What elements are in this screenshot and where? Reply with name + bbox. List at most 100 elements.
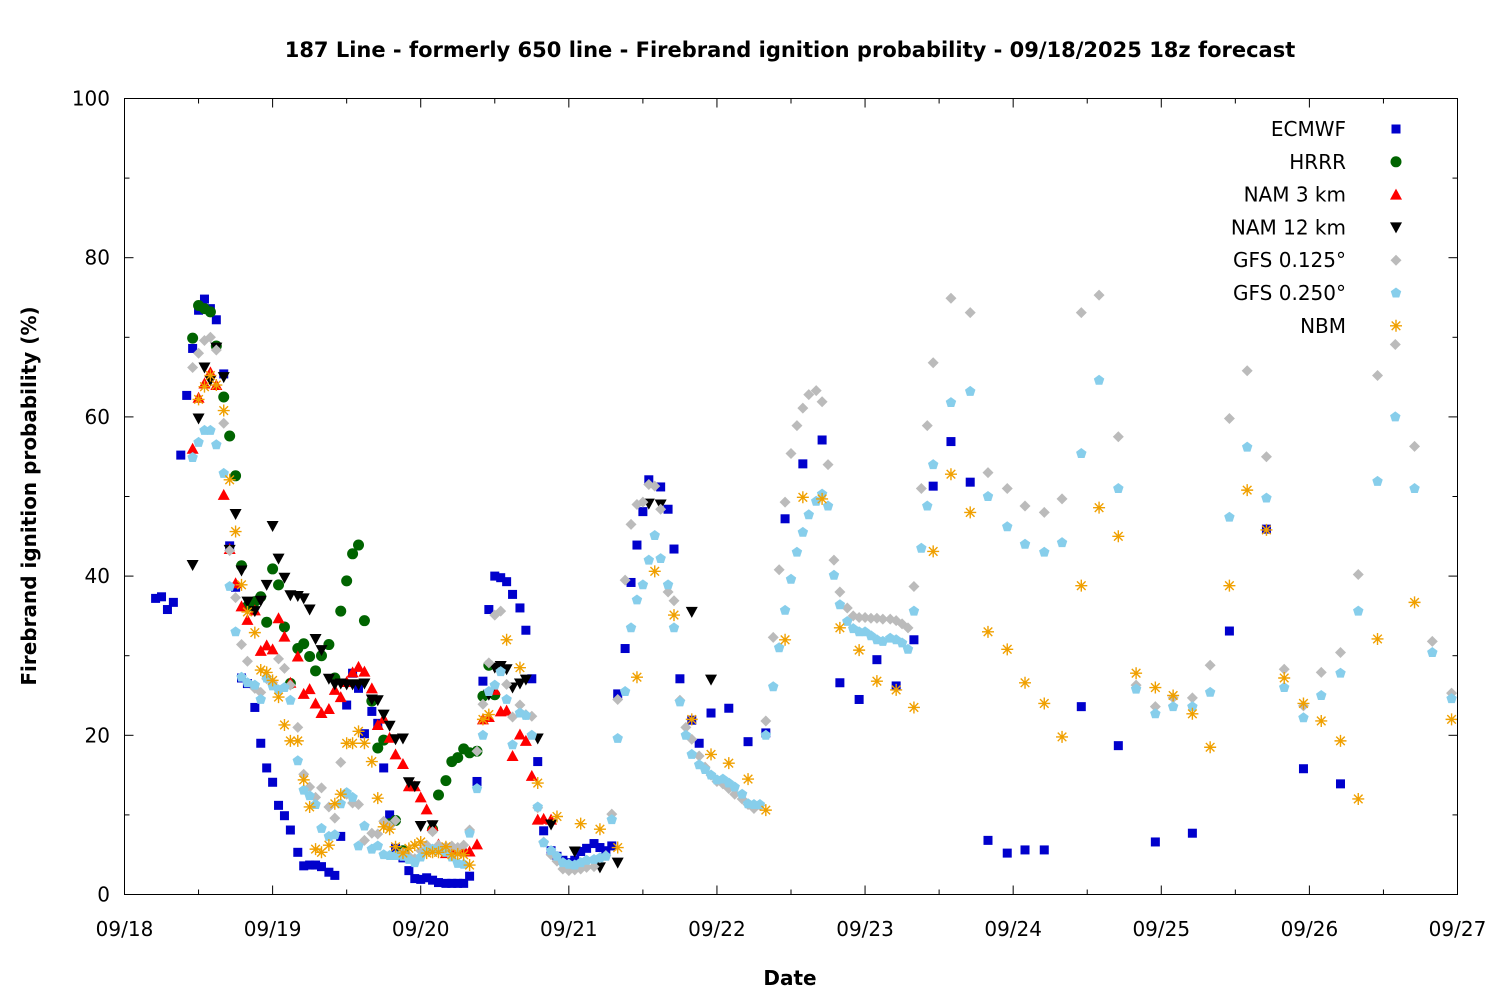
data-point	[637, 496, 649, 508]
data-point	[193, 436, 204, 447]
data-point	[1113, 483, 1124, 493]
data-point	[648, 565, 661, 578]
legend-marker	[1390, 254, 1402, 266]
data-point	[1093, 374, 1105, 385]
data-point	[211, 439, 222, 450]
data-point	[365, 755, 378, 768]
data-point	[854, 694, 864, 704]
data-point	[908, 605, 920, 616]
legend-label: NAM 3 km	[1244, 183, 1346, 207]
data-point	[372, 742, 384, 754]
data-point	[1039, 546, 1050, 557]
data-point	[484, 605, 494, 615]
data-point	[1204, 741, 1217, 754]
data-point	[736, 788, 748, 799]
data-point	[668, 595, 680, 607]
data-point	[828, 554, 840, 566]
data-point	[383, 823, 396, 836]
data-point	[500, 633, 513, 646]
y-tick-label: 100	[72, 87, 110, 111]
data-point	[353, 840, 364, 851]
data-point	[273, 653, 285, 665]
data-point	[1352, 792, 1365, 805]
data-point	[278, 572, 291, 584]
data-point	[241, 596, 254, 608]
data-point	[589, 839, 599, 849]
data-point	[667, 609, 680, 622]
data-point	[447, 878, 457, 888]
data-point	[193, 347, 205, 359]
data-point	[927, 545, 940, 558]
data-point	[1426, 635, 1438, 647]
data-point	[371, 718, 384, 730]
data-point	[198, 362, 211, 374]
data-point	[336, 831, 346, 841]
legend-label: NAM 12 km	[1231, 215, 1346, 239]
data-point	[1187, 701, 1198, 712]
data-point	[285, 694, 296, 705]
data-point	[582, 843, 592, 853]
data-point	[309, 843, 322, 856]
data-point	[459, 878, 469, 888]
data-point	[1187, 828, 1197, 838]
data-point	[527, 674, 537, 684]
data-point	[416, 874, 426, 884]
data-point	[293, 847, 303, 857]
legend: ECMWF HRRR NAM 3 km NAM 12 km GFS 0.125° GFS …	[1231, 117, 1402, 338]
data-point	[1372, 370, 1384, 382]
data-point	[1260, 451, 1272, 463]
data-point	[304, 790, 315, 801]
data-point	[346, 737, 359, 750]
data-point	[729, 781, 740, 792]
data-point	[515, 603, 525, 613]
data-point	[1241, 365, 1253, 377]
data-point	[305, 860, 315, 870]
data-point	[791, 420, 803, 432]
data-point	[656, 482, 666, 492]
data-point	[335, 605, 347, 617]
data-point	[422, 873, 432, 883]
data-point	[1409, 483, 1420, 493]
data-point	[1371, 632, 1384, 645]
data-point	[432, 846, 445, 859]
data-point	[625, 518, 637, 530]
data-point	[489, 679, 501, 690]
data-point	[440, 775, 452, 787]
data-point	[465, 871, 475, 881]
data-point	[439, 840, 452, 853]
data-point	[1445, 713, 1458, 726]
data-point	[188, 343, 198, 353]
data-point	[463, 845, 476, 857]
data-point	[404, 866, 414, 876]
data-point	[525, 769, 538, 781]
data-point	[217, 372, 230, 384]
data-point	[1261, 492, 1272, 503]
data-point	[841, 602, 853, 614]
data-point	[303, 683, 316, 695]
data-point	[315, 645, 328, 657]
data-point	[545, 819, 558, 831]
data-point	[315, 782, 327, 794]
data-point	[1020, 845, 1030, 855]
data-point	[1278, 671, 1291, 684]
legend-marker	[1390, 287, 1402, 298]
data-point	[983, 835, 993, 845]
data-point	[680, 729, 692, 740]
data-point	[250, 702, 260, 712]
data-point	[267, 563, 279, 575]
data-point	[981, 625, 994, 638]
data-point	[803, 389, 815, 401]
data-point	[1002, 848, 1012, 858]
data-point	[1150, 837, 1160, 847]
data-point	[249, 679, 261, 690]
data-point	[699, 764, 711, 774]
data-point	[1335, 667, 1346, 678]
data-point	[1019, 500, 1031, 512]
x-tick-label: 09/19	[244, 917, 302, 941]
data-point	[218, 467, 229, 478]
data-point	[248, 606, 261, 618]
data-point	[162, 605, 172, 615]
data-point	[272, 612, 285, 624]
data-point	[1241, 484, 1254, 497]
